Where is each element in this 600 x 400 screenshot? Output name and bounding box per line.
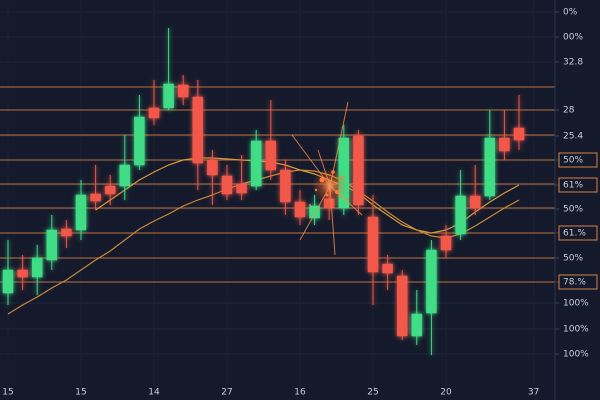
candle-body [148,107,160,119]
candle-body [294,201,306,218]
y-tick-label: 32.8 [563,58,583,68]
candle-body [440,235,452,251]
candle-body [207,159,218,176]
burst [291,101,363,256]
candle-body [31,257,43,278]
y-tick-label: 50% [563,205,583,215]
candle-body [411,313,423,337]
y-tick-label: 61.% [563,229,586,239]
x-tick-label: 25 [367,388,378,398]
x-tick-label: 16 [294,388,306,398]
candle-body [250,140,262,187]
candle-body [46,229,58,261]
candle-body [90,193,101,202]
y-tick-highlight [558,274,598,290]
candle-body [2,269,14,294]
candle-body [119,164,131,187]
y-tick-label: 100% [563,299,589,309]
levels [0,86,555,283]
x-tick-label: 37 [528,388,539,398]
candle-body [104,185,116,195]
candle-body [469,195,481,209]
candle-body [455,195,466,235]
candle-body [177,84,189,98]
candle-body [134,116,145,166]
candle-body [61,228,72,237]
y-tick-highlight [558,225,598,241]
x-tick-label: 14 [148,388,160,398]
candle-body [396,275,408,337]
x-tick-label: 27 [221,388,232,398]
candle-body [309,205,320,219]
candle-body [280,169,291,203]
y-tick-label: 78.% [563,278,586,288]
candle-body [353,135,364,206]
y-tick-label: 50% [563,156,583,166]
y-tick-label: 61% [563,181,583,191]
candle-body [163,83,174,109]
x-tick-label: 20 [440,388,452,398]
y-tick-label: 00% [563,33,583,43]
candle-body [382,263,393,274]
particles [309,170,349,206]
y-tick-label: 28 [563,106,575,116]
y-tick-label: 0% [563,8,578,18]
axes: 0% 00% 32.8 28 25.4 50% 61% 50% 61.% 50% 78.% 100% 1… [2,8,598,398]
candle-body [367,216,379,273]
candle-body [426,249,437,314]
y-tick-label: 50% [563,254,583,264]
y-tick-highlight [558,177,598,193]
y-tick-label: 25.4 [563,132,583,142]
candle-body [221,175,233,195]
candle-body [513,127,525,141]
moving-average [95,157,520,234]
y-tick-label: 100% [563,350,589,360]
y-tick-highlight [558,152,598,168]
x-tick-label: 15 [2,388,13,398]
candle-body [75,194,87,231]
candle-body [192,96,204,164]
candle-body [484,137,496,197]
moving-average [7,169,520,315]
candle-body [265,140,277,171]
candles [2,28,525,355]
candle-body [17,269,28,278]
y-tick-label: 100% [563,325,589,335]
candle-body [499,137,510,152]
x-tick-label: 15 [75,388,86,398]
overlays [7,157,520,315]
candle-body [236,183,247,194]
